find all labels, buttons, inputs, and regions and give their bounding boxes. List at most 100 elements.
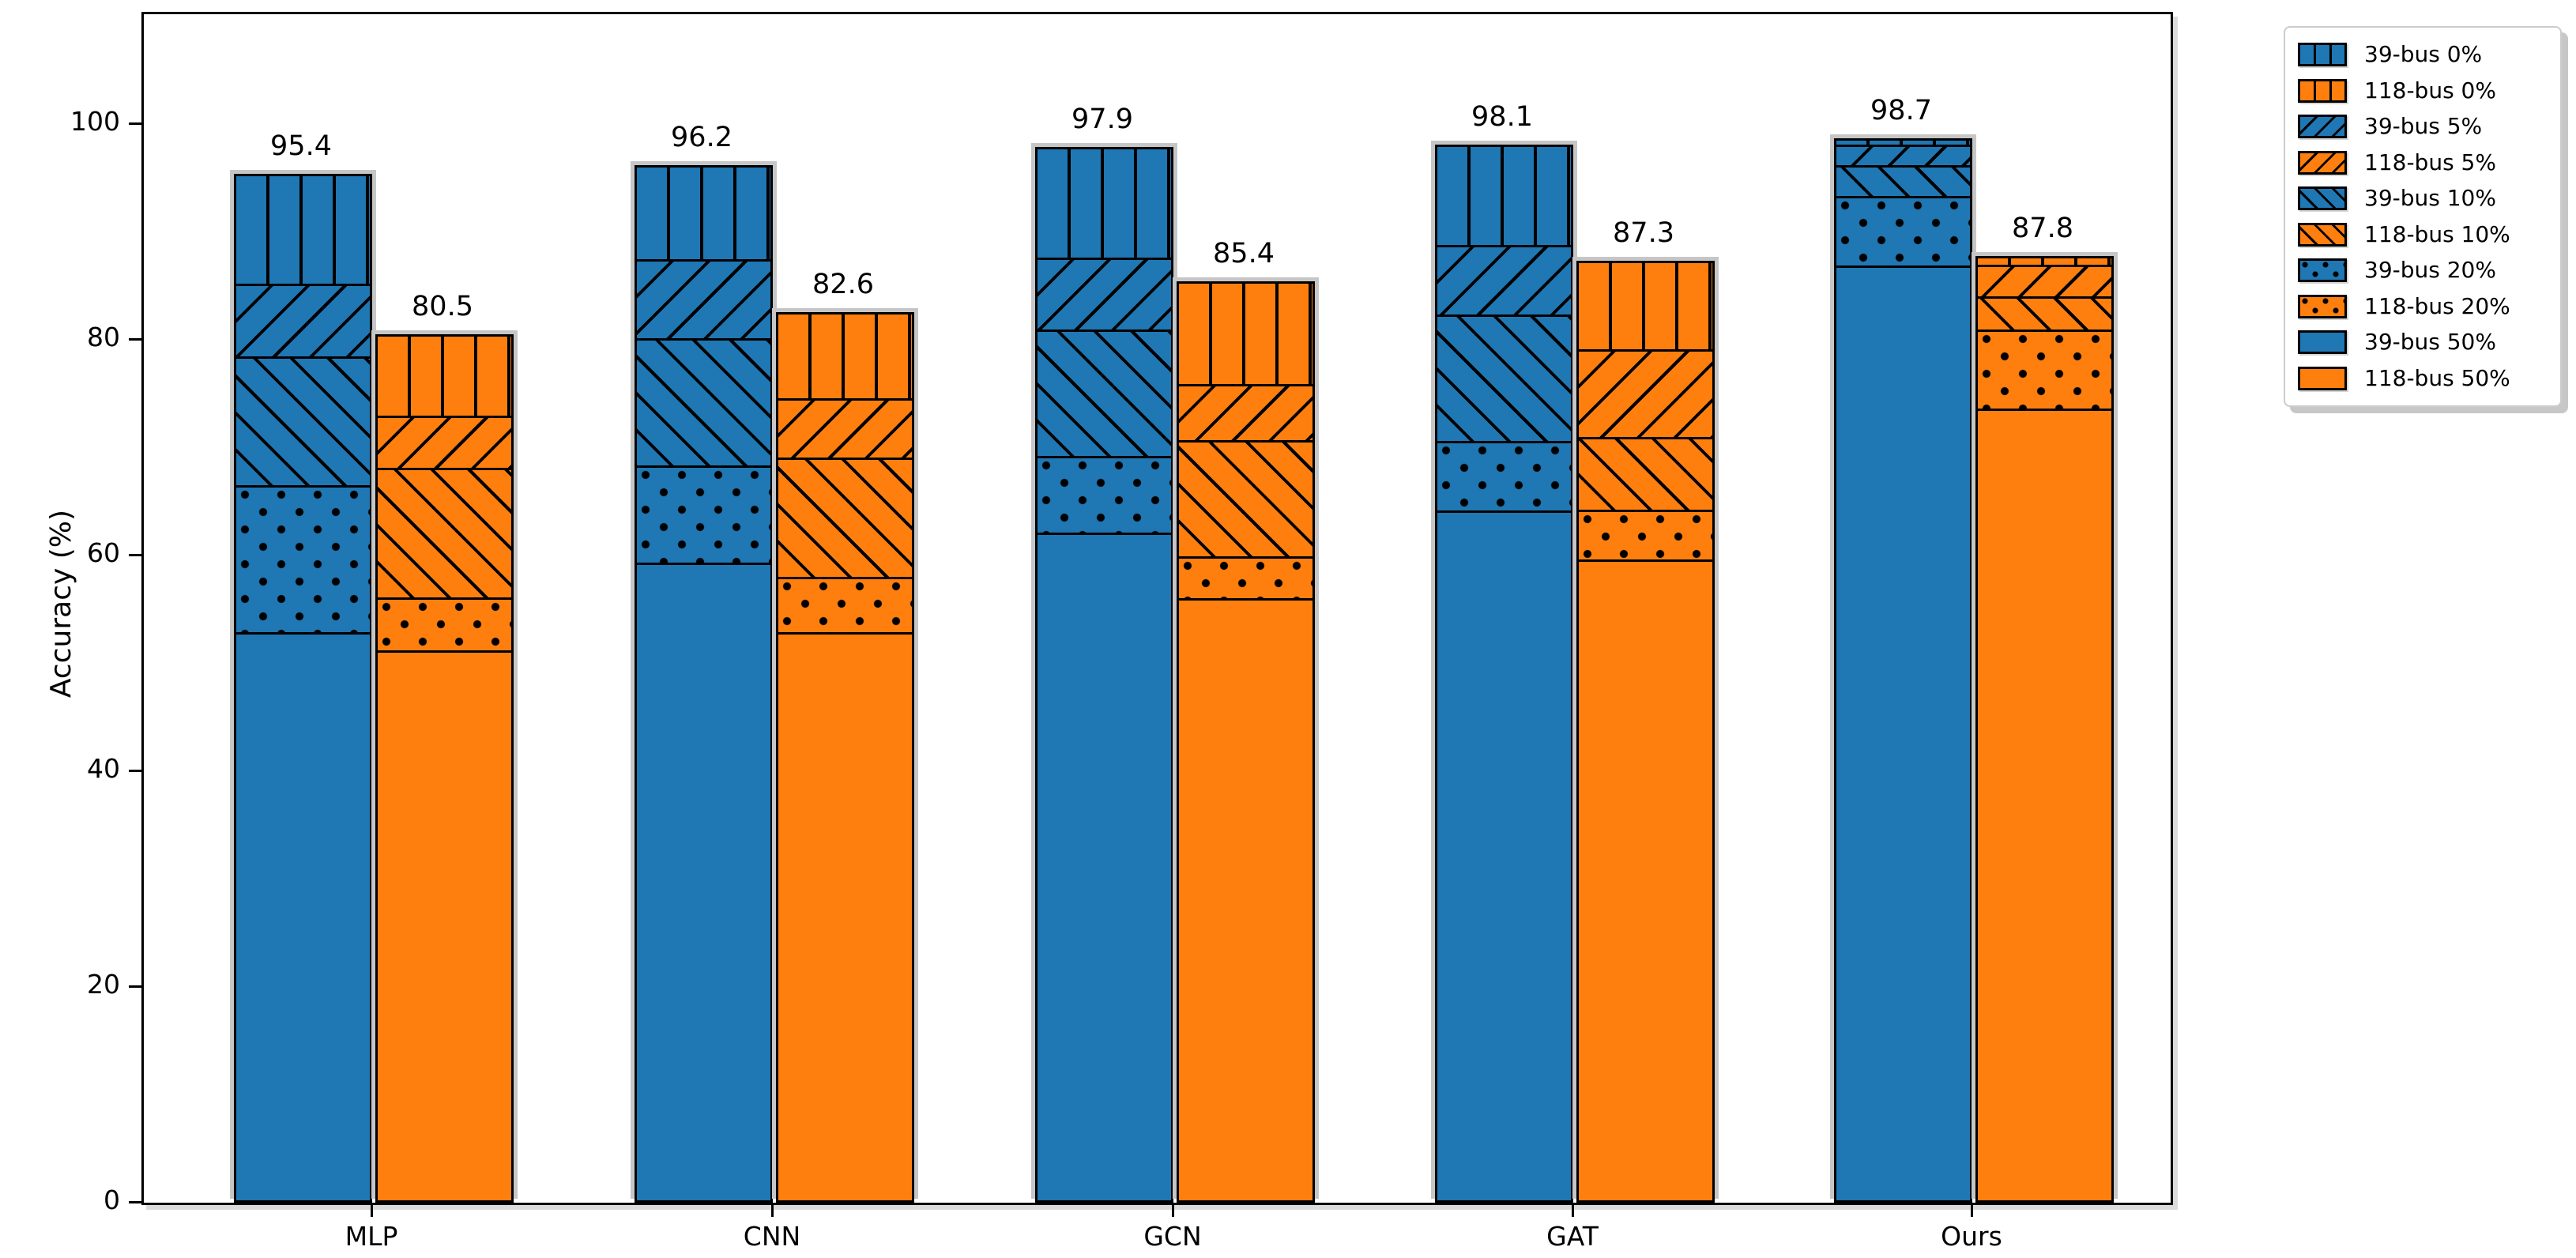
- bar-value-label-118-bus-cnn: 82.6: [812, 268, 874, 300]
- y-tick-mark: [129, 985, 141, 988]
- x-tick-label-ours: Ours: [1941, 1221, 2002, 1252]
- legend-label-39-bus-5%: 39-bus 5%: [2364, 113, 2483, 140]
- bar-segment-118-bus-0%: [378, 337, 511, 418]
- legend-label-39-bus-20%: 39-bus 20%: [2364, 257, 2496, 284]
- bar-value-label-39-bus-cnn: 96.2: [671, 121, 733, 153]
- bar-segment-118-bus-50%: [778, 635, 912, 1200]
- x-tick-mark: [371, 1205, 373, 1217]
- bar-segment-39-bus-5%: [1437, 247, 1571, 317]
- bar-value-label-118-bus-ours: 87.8: [2012, 212, 2073, 244]
- bar-39-bus-cnn: [635, 164, 773, 1203]
- plot-area: [141, 12, 2173, 1205]
- bar-segment-118-bus-10%: [1978, 299, 2111, 333]
- bar-segment-118-bus-10%: [778, 460, 912, 579]
- bar-segment-118-bus-10%: [1179, 443, 1312, 559]
- bar-segment-118-bus-10%: [378, 469, 511, 600]
- bar-segment-39-bus-20%: [236, 487, 370, 635]
- bar-segment-39-bus-50%: [1437, 513, 1571, 1200]
- legend-swatch-39-bus-50%-icon: [2298, 330, 2347, 355]
- y-tick-label: 100: [70, 106, 120, 137]
- bar-segment-118-bus-5%: [378, 417, 511, 470]
- bar-segment-39-bus-50%: [1836, 268, 1970, 1200]
- bar-segment-39-bus-20%: [637, 468, 770, 566]
- legend-label-39-bus-50%: 39-bus 50%: [2364, 329, 2496, 356]
- bar-segment-118-bus-20%: [778, 578, 912, 635]
- bar-segment-39-bus-10%: [1038, 331, 1171, 459]
- bar-value-label-39-bus-gcn: 97.9: [1071, 103, 1133, 135]
- bar-segment-118-bus-0%: [1579, 263, 1712, 352]
- bar-segment-39-bus-20%: [1038, 458, 1171, 536]
- bar-segment-39-bus-0%: [236, 175, 370, 286]
- legend-label-118-bus-20%: 118-bus 20%: [2364, 292, 2510, 319]
- bar-segment-39-bus-10%: [637, 340, 770, 469]
- y-tick-mark: [129, 122, 141, 125]
- bar-39-bus-ours: [1834, 137, 1972, 1203]
- y-tick-mark: [129, 770, 141, 772]
- bar-value-label-118-bus-mlp: 80.5: [412, 291, 473, 323]
- bar-value-label-118-bus-gcn: 85.4: [1213, 238, 1275, 270]
- y-tick-label: 0: [104, 1185, 120, 1215]
- bar-segment-118-bus-5%: [778, 400, 912, 461]
- legend-item-39-bus-5%: 39-bus 5%: [2298, 113, 2560, 140]
- bar-39-bus-mlp: [234, 173, 372, 1203]
- bar-segment-118-bus-5%: [1179, 386, 1312, 443]
- bar-39-bus-gcn: [1035, 146, 1173, 1203]
- bar-segment-39-bus-20%: [1836, 198, 1970, 269]
- bar-segment-118-bus-20%: [378, 599, 511, 653]
- x-tick-mark: [1572, 1205, 1574, 1217]
- bar-segment-118-bus-50%: [1978, 411, 2111, 1200]
- legend-item-118-bus-10%: 118-bus 10%: [2298, 221, 2560, 248]
- legend-swatch-118-bus-10%-icon: [2298, 222, 2347, 247]
- bar-value-label-39-bus-gat: 98.1: [1471, 100, 1533, 133]
- y-tick-label: 20: [87, 969, 120, 1000]
- y-tick-mark: [129, 554, 141, 556]
- x-tick-mark: [1971, 1205, 1973, 1217]
- legend-label-118-bus-5%: 118-bus 5%: [2364, 149, 2496, 175]
- y-tick-label: 40: [87, 753, 120, 784]
- x-tick-mark: [771, 1205, 774, 1217]
- bar-segment-118-bus-0%: [1978, 258, 2111, 267]
- legend-label-118-bus-50%: 118-bus 50%: [2364, 364, 2510, 391]
- legend-label-39-bus-10%: 39-bus 10%: [2364, 185, 2496, 212]
- legend-swatch-118-bus-5%-icon: [2298, 150, 2347, 175]
- bar-118-bus-mlp: [375, 334, 514, 1203]
- bar-segment-39-bus-0%: [637, 167, 770, 262]
- x-tick-mark: [1172, 1205, 1174, 1217]
- x-tick-label-mlp: MLP: [345, 1221, 398, 1252]
- bar-segment-39-bus-20%: [1437, 443, 1571, 514]
- bar-segment-118-bus-0%: [1179, 284, 1312, 386]
- bar-segment-39-bus-5%: [637, 261, 770, 341]
- bar-segment-118-bus-20%: [1978, 332, 2111, 411]
- x-tick-label-cnn: CNN: [743, 1221, 801, 1252]
- legend-item-118-bus-5%: 118-bus 5%: [2298, 149, 2560, 176]
- bar-118-bus-cnn: [776, 311, 914, 1203]
- bar-segment-118-bus-5%: [1579, 352, 1712, 439]
- legend-item-39-bus-0%: 39-bus 0%: [2298, 41, 2560, 68]
- bar-segment-39-bus-5%: [236, 285, 370, 359]
- bar-39-bus-gat: [1435, 144, 1573, 1203]
- legend-label-118-bus-0%: 118-bus 0%: [2364, 77, 2496, 104]
- legend-swatch-118-bus-0%-icon: [2298, 78, 2347, 103]
- y-tick-label: 60: [87, 537, 120, 568]
- y-axis-label: Accuracy (%): [45, 509, 77, 699]
- y-tick-label: 80: [87, 322, 120, 352]
- bar-segment-39-bus-10%: [1836, 168, 1970, 199]
- bar-segment-118-bus-20%: [1179, 558, 1312, 601]
- bar-segment-118-bus-10%: [1579, 439, 1712, 512]
- bar-segment-39-bus-5%: [1038, 260, 1171, 332]
- bar-segment-118-bus-50%: [1579, 562, 1712, 1200]
- bar-segment-39-bus-50%: [637, 565, 770, 1200]
- bar-segment-39-bus-50%: [236, 634, 370, 1200]
- bar-segment-39-bus-0%: [1038, 149, 1171, 261]
- x-tick-label-gat: GAT: [1546, 1221, 1599, 1252]
- legend-item-39-bus-20%: 39-bus 20%: [2298, 257, 2560, 284]
- legend-swatch-39-bus-10%-icon: [2298, 186, 2347, 211]
- legend-swatch-39-bus-5%-icon: [2298, 115, 2347, 139]
- legend-swatch-118-bus-20%-icon: [2298, 294, 2347, 318]
- bar-value-label-39-bus-mlp: 95.4: [270, 130, 332, 162]
- legend-item-118-bus-20%: 118-bus 20%: [2298, 293, 2560, 320]
- bar-segment-39-bus-10%: [236, 358, 370, 488]
- legend-swatch-39-bus-0%-icon: [2298, 43, 2347, 67]
- bar-value-label-39-bus-ours: 98.7: [1870, 94, 1932, 126]
- bar-118-bus-gcn: [1177, 281, 1315, 1203]
